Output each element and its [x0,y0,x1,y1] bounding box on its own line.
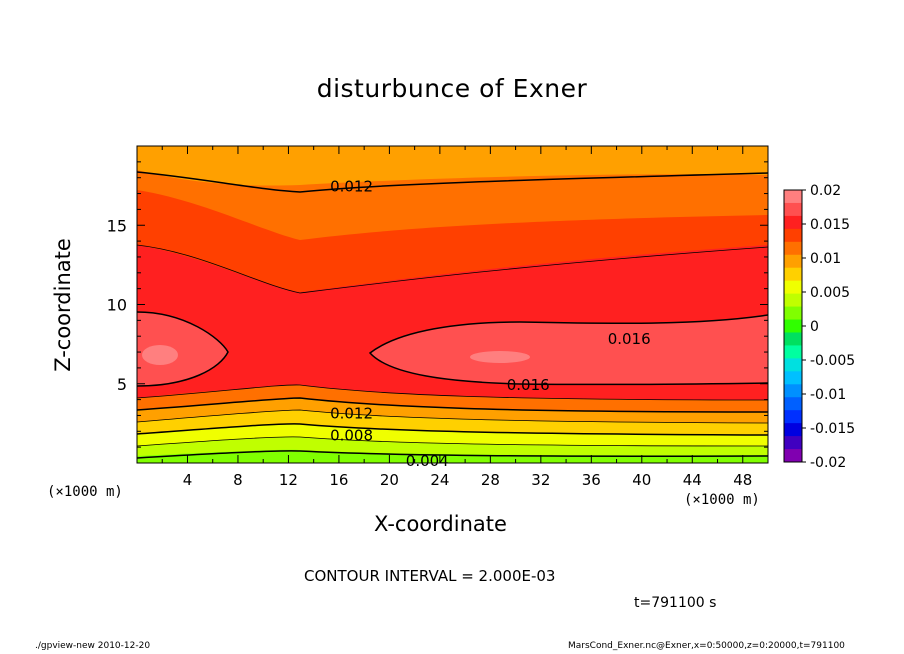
colorbar-swatch [784,306,802,321]
x-tick-label: 28 [481,471,500,489]
contour-label: 0.012 [330,404,373,422]
colorbar-swatch [784,332,802,346]
contour-line [137,244,768,294]
colorbar-tick-label: 0.005 [810,285,850,301]
time-readout: t=791100 s [634,595,717,611]
fill-band-low6 [137,449,768,463]
contour-label: 0.012 [330,178,373,196]
x-tick-label: 44 [683,471,702,489]
contour-line [137,423,768,436]
fill-band-upper [137,146,768,186]
x-tick-label: 48 [733,471,752,489]
colorbar-swatch [784,228,802,243]
contour-lines [137,171,768,459]
x-tick-label: 24 [430,471,449,489]
x-tick-label: 4 [183,471,193,489]
colorbar-tick-label: 0 [810,319,819,335]
contour-label: 0.008 [330,426,373,444]
fill-blob-right [370,315,768,385]
colorbar-swatch [784,267,802,282]
y-tick-label: 5 [117,375,127,394]
colorbar-swatch [784,190,802,204]
colorbar-swatch [784,449,802,463]
colorbar-swatch [784,358,802,372]
contour-line [137,171,768,193]
x-axis-label: X-coordinate [374,512,507,536]
y-tick-label: 15 [107,216,127,235]
axis-ticks [137,146,768,463]
colorbar-swatch [784,371,802,385]
colorbar-swatch [784,384,802,398]
colorbar-swatch [784,410,802,424]
colorbar-tick-label: 0.01 [810,251,841,267]
fill-blob-left [137,312,228,386]
contour-labels: 0.012 0.016 0.016 0.012 0.008 0.004 [330,178,651,470]
x-tick-label: 12 [279,471,298,489]
footer-right: MarsCond_Exner.nc@Exner,x=0:50000,z=0:20… [568,641,845,651]
contour-line [368,314,768,386]
x-unit-left: (×1000 m) [47,484,123,500]
colorbar-swatch [784,254,802,269]
contour-label: 0.016 [507,376,550,394]
x-tick-label: 32 [531,471,550,489]
colorbar-swatch [784,345,802,359]
fill-peak-right [470,351,530,363]
x-tick-label: 20 [380,471,399,489]
colorbar-swatch [784,280,802,295]
x-tick-label: 16 [329,471,348,489]
x-tick-label: 8 [233,471,243,489]
footer-left: ./gpview-new 2010-12-20 [35,641,151,651]
contour-fill-layer [137,146,768,463]
fill-peak-left [142,345,178,365]
contour-line [137,384,768,401]
x-tick-label: 36 [582,471,601,489]
colorbar-swatch [784,215,802,230]
colorbar-swatch [784,319,802,333]
y-axis-label: Z-coordinate [51,238,75,372]
contour-interval: CONTOUR INTERVAL = 2.000E-03 [304,567,556,585]
y-tick-label: 10 [107,296,127,315]
contour-label: 0.016 [608,330,651,348]
colorbar-swatch [784,423,802,437]
colorbar-tick-label: -0.02 [810,455,846,471]
contour-line [137,311,229,387]
contour-line [137,450,768,459]
x-tick-label: 40 [632,471,651,489]
contour-line [137,409,768,424]
contour-line [137,397,768,413]
colorbar-tick-label: -0.005 [810,353,855,369]
chart-title: disturbunce of Exner [316,74,588,103]
colorbar-tick-label: -0.015 [810,421,855,437]
colorbar-tick-label: 0.02 [810,183,841,199]
x-unit-right: (×1000 m) [684,492,760,508]
colorbar-swatch [784,293,802,308]
colorbar-swatch [784,397,802,411]
colorbar-swatch [784,202,802,217]
colorbar-swatch [784,436,802,450]
colorbar-tick-label: 0.015 [810,217,850,233]
contour-label: 0.004 [406,452,449,470]
colorbar-tick-label: -0.01 [810,387,846,403]
colorbar-swatch [784,241,802,256]
colorbar: 0.02 0.015 0.01 0.005 0 -0.005 -0.01 -0.015 -0.0… [783,183,855,471]
contour-line [137,436,768,447]
